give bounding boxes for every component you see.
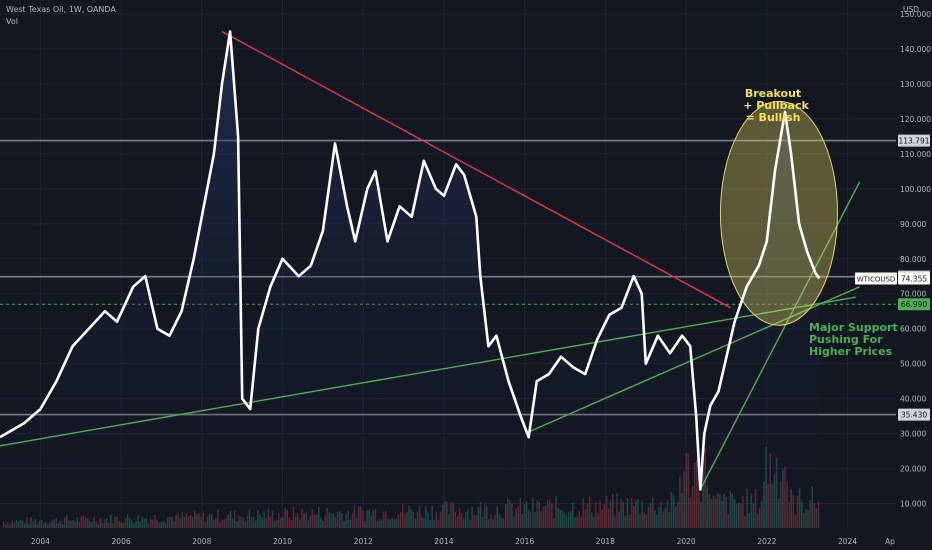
y-axis[interactable]: 10.000 20.000 30.000 40.000 50.000 60.000 70.0… [900, 10, 931, 509]
x-tick-label-5: 2014 [434, 537, 453, 546]
x-axis: 2004 2006 2008 2010 2012 2014 2016 2018 2020 2022… [31, 537, 895, 546]
x-tick-label-6: 2016 [515, 537, 534, 546]
x-tick-label-0: 2004 [31, 537, 50, 546]
dashed-level-tag: 66.990 [901, 300, 927, 309]
symbol-price-tag-bg [898, 272, 930, 285]
x-tick-label-10: 2024 [838, 537, 857, 546]
y-tick-label-6: 70.000 [900, 290, 926, 299]
x-tick-label-4: 2012 [354, 537, 373, 546]
x-tick-label-3: 2010 [273, 537, 292, 546]
symbol-price-tag: 74.355 [901, 274, 927, 283]
price-area-fill [0, 31, 820, 528]
volume-indicator-label[interactable]: Vol [6, 17, 18, 26]
y-tick-label-8: 90.000 [900, 220, 926, 229]
y-tick-label-4: 50.000 [900, 360, 926, 369]
currency-label: USD [903, 5, 919, 14]
trendline-support-2 [699, 181, 861, 490]
y-tick-label-14: 150.000 [900, 10, 931, 19]
symbol-name-tag: WTICOUSD [857, 275, 896, 283]
trendline-support-1 [528, 286, 860, 433]
y-tick-label-11: 120.000 [900, 115, 931, 124]
y-tick-label-9: 100.000 [900, 185, 931, 194]
x-tick-label-cutoff: Ap [885, 537, 895, 546]
annotation-support-line-3: Higher Prices [809, 345, 893, 358]
level-tag-0: 113.791 [898, 137, 929, 146]
y-tick-label-7: 80.000 [900, 255, 926, 264]
y-tick-label-13: 140.000 [900, 45, 931, 54]
y-tick-label-2: 30.000 [900, 430, 926, 439]
annotation-breakout-line-1: Breakout [745, 87, 801, 100]
breakout-ellipse [719, 100, 838, 326]
level-tag-0-bg [898, 134, 930, 147]
trendline-support-0 [0, 296, 856, 447]
annotation-support-line-1: Major Support [809, 321, 898, 334]
level-tag-2-bg [898, 408, 930, 421]
x-tick-label-9: 2022 [757, 537, 776, 546]
y-tick-label-1: 20.000 [900, 465, 926, 474]
series-line-wticousd [0, 30, 821, 491]
symbol-title[interactable]: West Texas Oil, 1W, OANDA [6, 5, 116, 14]
y-tick-label-5: 60.000 [900, 325, 926, 334]
y-tick-label-3: 40.000 [900, 395, 926, 404]
x-tick-label-8: 2020 [677, 537, 696, 546]
trendlines [0, 30, 861, 490]
dashed-level-tag-bg [898, 298, 930, 311]
y-tick-label-10: 110.000 [900, 150, 931, 159]
y-tick-label-12: 130.000 [900, 80, 931, 89]
trendline-resistance [221, 30, 731, 309]
x-tick-label-2: 2008 [192, 537, 211, 546]
annotation-breakout-line-2: + Pullback [743, 99, 809, 112]
annotation-support-line-2: Pushing For [809, 333, 883, 346]
x-tick-label-1: 2006 [112, 537, 131, 546]
annotation-breakout-line-3: = Bullish [746, 111, 801, 124]
y-tick-label-0: 10.000 [900, 500, 926, 509]
level-tag-2: 35.430 [901, 411, 927, 420]
symbol-name-tag-bg [855, 272, 897, 285]
x-tick-label-7: 2018 [596, 537, 615, 546]
chart-legend: West Texas Oil, 1W, OANDA Vol [6, 4, 116, 28]
